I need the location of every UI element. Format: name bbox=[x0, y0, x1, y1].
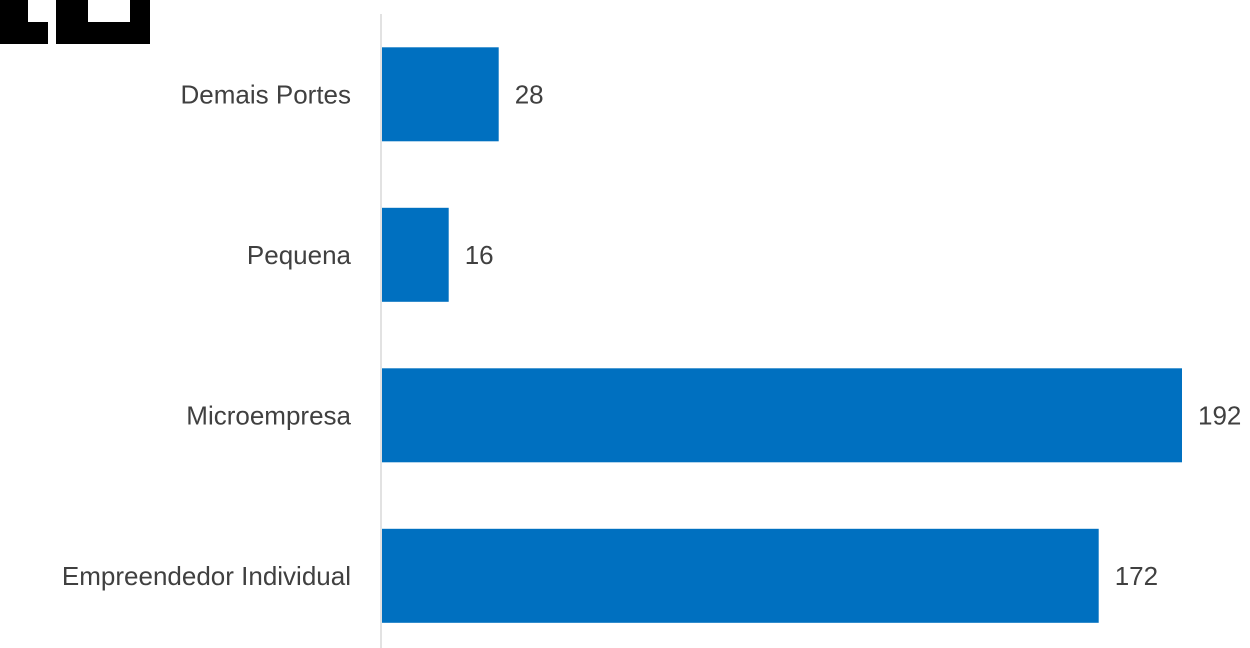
bar-empreendedor-individual bbox=[382, 528, 1099, 623]
labels-layer: Demais Portes 28 Pequena 16 Microempresa 192 E… bbox=[62, 79, 1241, 591]
bars-layer bbox=[382, 47, 1182, 623]
pixel-block-logo-icon bbox=[0, 0, 150, 44]
data-label: 172 bbox=[1115, 561, 1158, 591]
bar-demais-portes bbox=[382, 47, 499, 142]
category-label: Demais Portes bbox=[181, 79, 352, 109]
data-label: 28 bbox=[515, 79, 544, 109]
category-label: Empreendedor Individual bbox=[62, 561, 351, 591]
logo-block bbox=[56, 0, 88, 44]
logo-block bbox=[0, 0, 28, 44]
bar-pequena bbox=[382, 207, 449, 302]
category-label: Microempresa bbox=[186, 400, 351, 430]
logo-block bbox=[88, 22, 130, 44]
category-label: Pequena bbox=[247, 240, 352, 270]
logo-block bbox=[28, 22, 48, 44]
data-label: 16 bbox=[465, 240, 494, 270]
logo-block bbox=[130, 0, 150, 44]
data-label: 192 bbox=[1198, 400, 1241, 430]
bar-microempresa bbox=[382, 368, 1182, 463]
